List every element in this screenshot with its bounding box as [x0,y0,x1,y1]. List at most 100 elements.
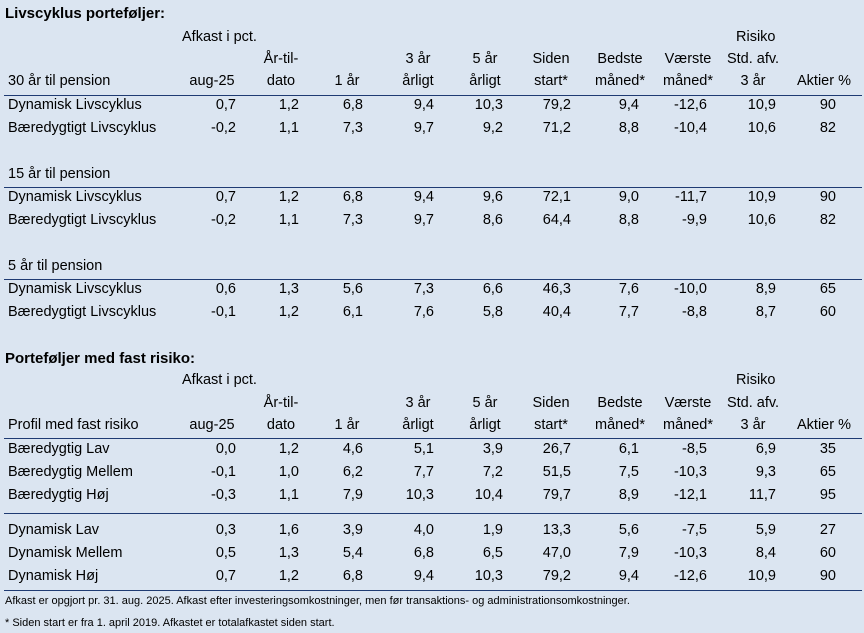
cell-value: 0,5 [215,545,236,561]
cell-value: 90 [819,97,836,113]
column-header-line2: Aktier % [797,417,851,433]
cell-value: 64,4 [542,212,571,228]
cell-value: 0,0 [215,441,236,457]
group-label-afkast: Afkast i pct. [182,29,257,45]
column-header-line1: Bedste [597,51,643,67]
cell-value: 6,8 [413,545,434,561]
cell-value: 27 [819,522,836,538]
cell-value: 9,7 [413,120,434,136]
cell-value: -0,3 [211,487,236,503]
column-header-line1: År-til- [263,51,299,67]
cell-value: 8,9 [618,487,639,503]
cell-value: 47,0 [542,545,571,561]
column-header-line2: årligt [469,417,501,433]
column-header-line2: måned* [595,417,645,433]
cell-value: 0,7 [215,568,236,584]
cell-value: 9,4 [413,97,434,113]
cell-value: 1,2 [278,304,299,320]
column-header-line2: 3 år [740,73,766,89]
cell-value: 7,9 [618,545,639,561]
cell-value: 10,3 [474,568,503,584]
column-header-line2: måned* [663,417,713,433]
cell-value: 9,4 [413,189,434,205]
column-header-line1: År-til- [263,395,299,411]
cell-value: 90 [819,568,836,584]
cell-value: -12,6 [673,568,707,584]
cell-value: -12,1 [673,487,707,503]
cell-value: 1,2 [278,189,299,205]
column-header-line2: start* [534,417,568,433]
row-label: Bæredygtig Høj [8,487,109,503]
group-label: 5 år til pension [8,258,103,274]
cell-value: 60 [819,545,836,561]
column-header-line1: Værste [664,395,712,411]
cell-value: 0,3 [215,522,236,538]
cell-value: 5,1 [413,441,434,457]
cell-value: -11,7 [675,189,707,205]
group-label-risiko: Risiko [736,372,776,388]
header-divider [4,95,862,96]
cell-value: 8,8 [618,120,639,136]
cell-value: 8,9 [755,281,776,297]
footnote: * Siden start er fra 1. april 2019. Afka… [5,617,335,629]
cell-value: 5,8 [482,304,503,320]
row-label: Dynamisk Livscyklus [8,189,142,205]
cell-value: 11,7 [748,487,776,503]
cell-value: 10,3 [474,97,503,113]
cell-value: 1,3 [278,281,299,297]
cell-value: 8,8 [618,212,639,228]
cell-value: -8,5 [682,441,707,457]
cell-value: 1,1 [278,487,299,503]
cell-value: 10,6 [747,212,776,228]
row-label: Dynamisk Mellem [8,545,123,561]
column-header-line2: aug-25 [189,417,235,433]
cell-value: -9,9 [682,212,707,228]
cell-value: 6,1 [618,441,639,457]
group-label-afkast: Afkast i pct. [182,372,257,388]
group-divider [4,279,862,280]
row-label: Dynamisk Livscyklus [8,97,142,113]
column-header-line1: 3 år [405,395,431,411]
cell-value: 5,6 [342,281,363,297]
cell-value: 60 [819,304,836,320]
cell-value: 1,1 [278,212,299,228]
cell-value: 5,9 [755,522,776,538]
cell-value: 79,7 [542,487,571,503]
column-header-line2: dato [266,73,296,89]
cell-value: 65 [819,281,836,297]
column-header-line1: 5 år [472,51,498,67]
cell-value: 0,6 [215,281,236,297]
cell-value: 79,2 [542,97,571,113]
cell-value: 7,2 [482,464,503,480]
column-header-line2: 1 år [334,73,360,89]
column-header-line1: 5 år [472,395,498,411]
cell-value: 9,2 [482,120,503,136]
row-label: Bæredygtigt Livscyklus [8,212,157,228]
cell-value: 1,6 [278,522,299,538]
group-divider [4,513,862,514]
cell-value: 4,6 [342,441,363,457]
column-header-line2: start* [534,73,568,89]
section-title: Livscyklus porteføljer: [5,5,166,22]
cell-value: 7,9 [342,487,363,503]
column-header-line1: Værste [664,51,712,67]
column-header-line1: Bedste [597,395,643,411]
cell-value: -0,1 [211,304,236,320]
cell-value: 7,3 [413,281,434,297]
cell-value: 65 [819,464,836,480]
cell-value: 51,5 [542,464,571,480]
column-header-line2: måned* [595,73,645,89]
row-header-label: 30 år til pension [8,73,111,89]
column-header-line1: Std. afv. [726,395,780,411]
cell-value: 6,8 [342,189,363,205]
cell-value: 0,7 [215,189,236,205]
cell-value: 7,6 [413,304,434,320]
row-label: Bæredygtig Lav [8,441,110,457]
row-label: Bæredygtigt Livscyklus [8,120,157,136]
footnote: Afkast er opgjort pr. 31. aug. 2025. Afk… [5,595,630,607]
cell-value: 7,7 [618,304,639,320]
cell-value: -7,5 [682,522,707,538]
cell-value: 9,4 [618,97,639,113]
cell-value: -0,2 [211,120,236,136]
cell-value: 1,3 [278,545,299,561]
